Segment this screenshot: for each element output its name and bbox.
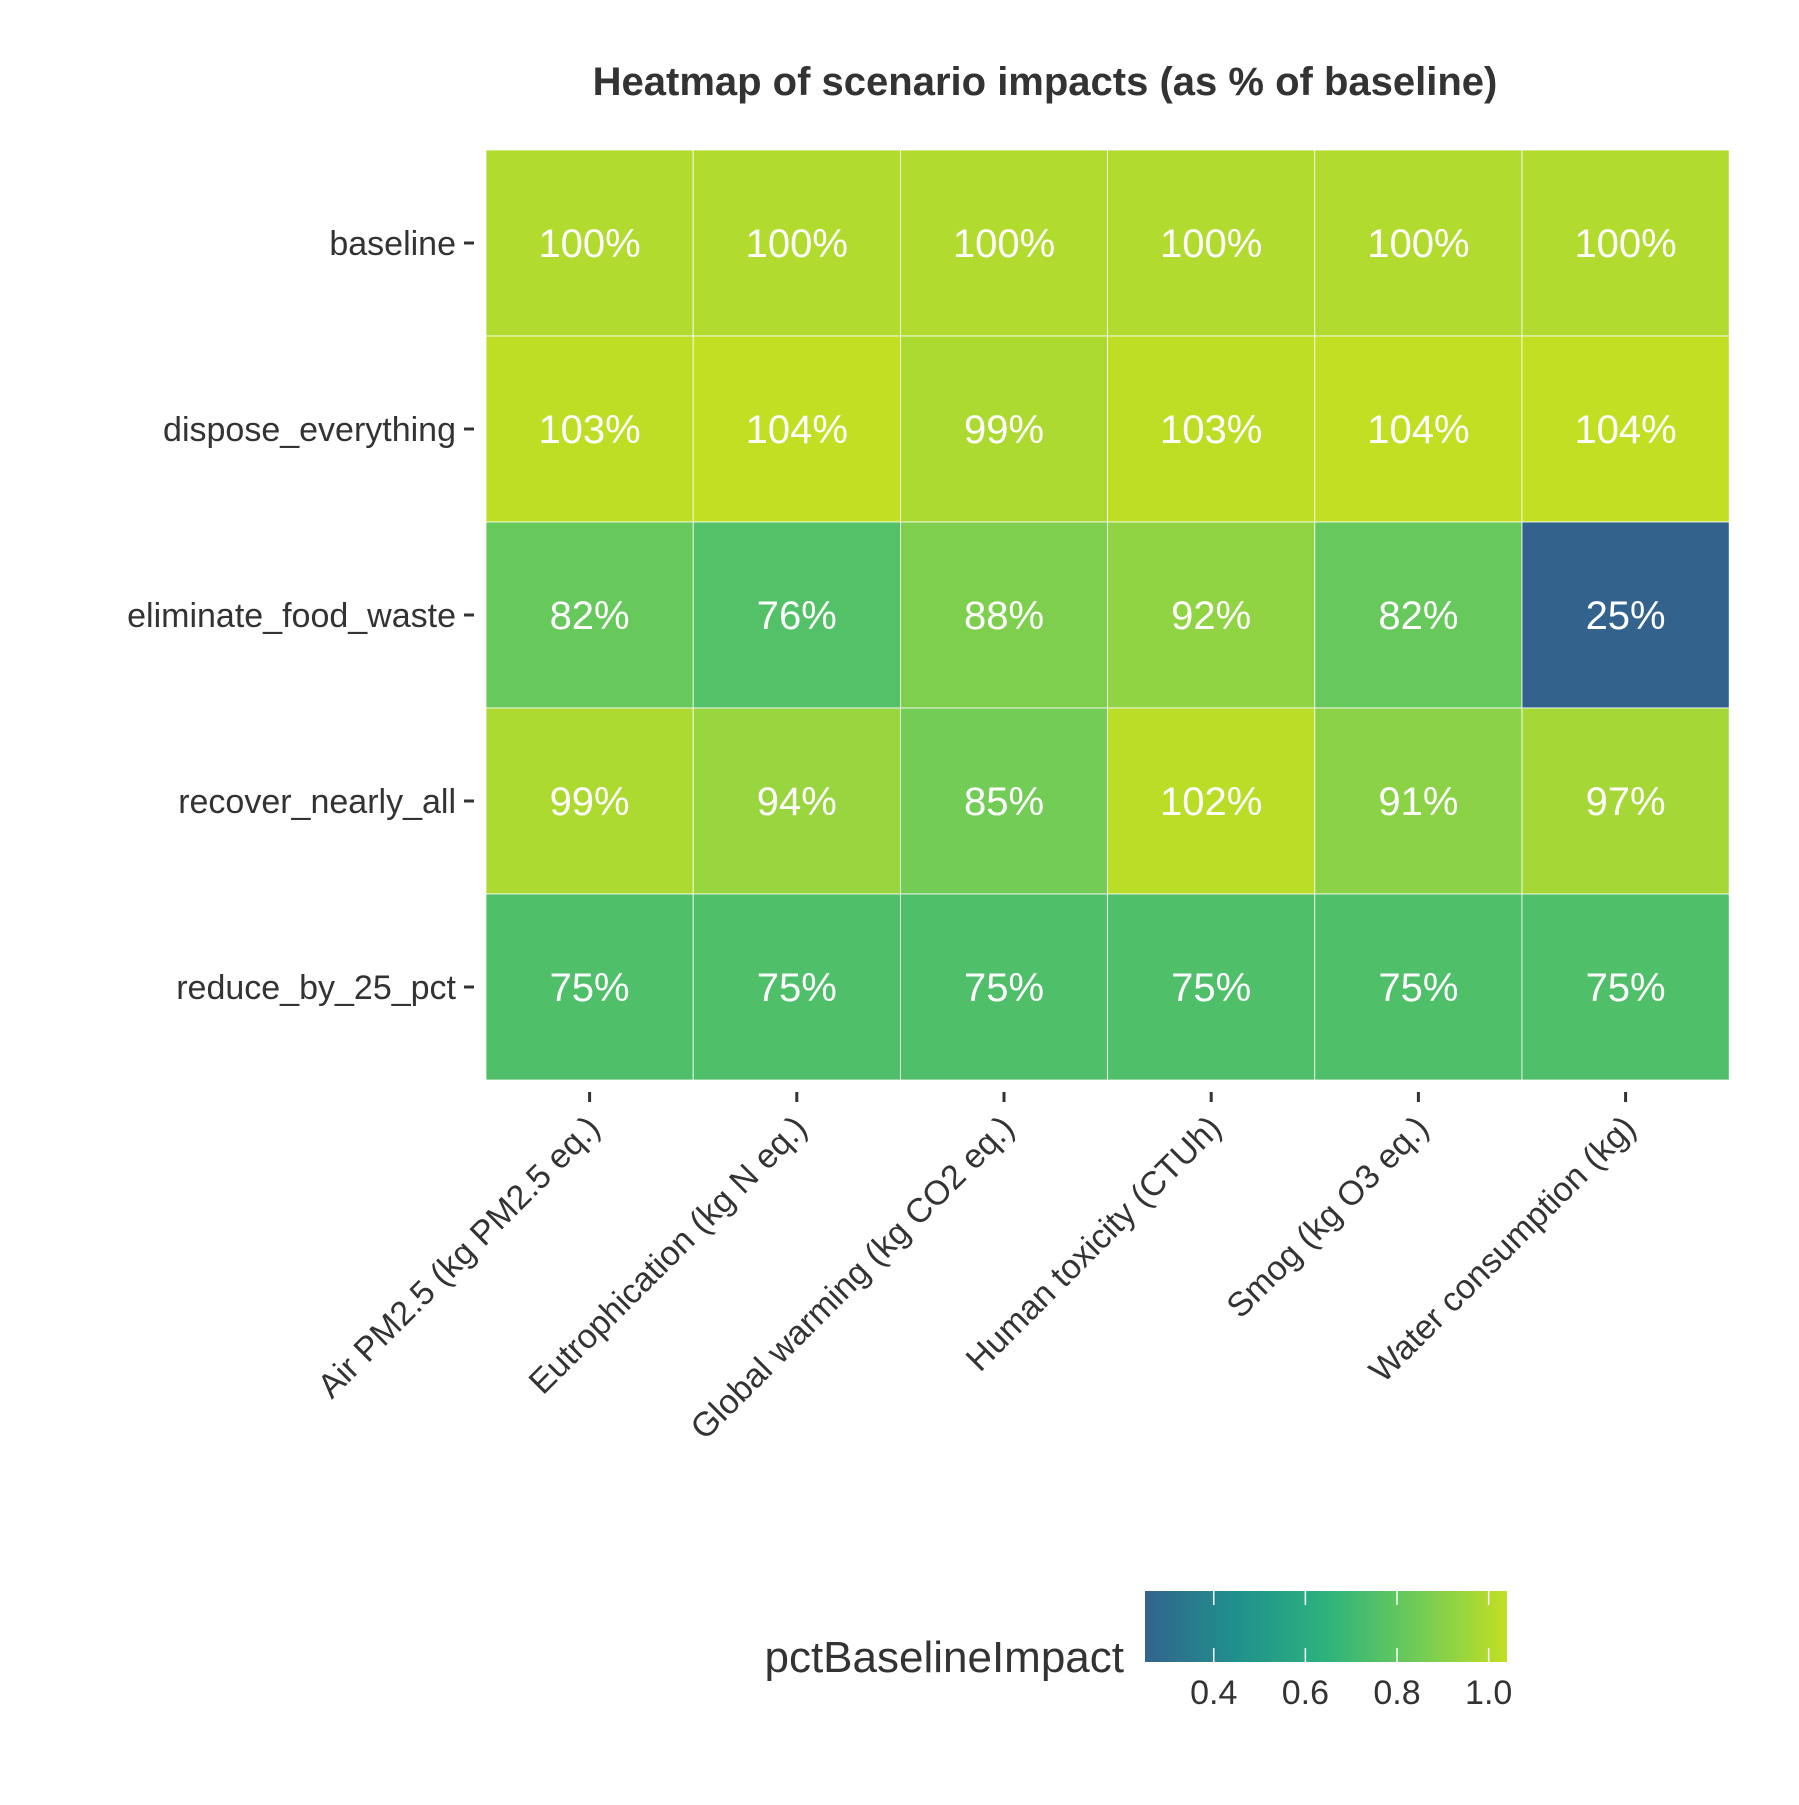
- cell-label: 99%: [550, 780, 630, 824]
- heatmap-cell: [1107, 149, 1316, 337]
- cell-label: 100%: [1574, 222, 1676, 266]
- heatmap-cell: [485, 707, 694, 895]
- y-tick-label: recover_nearly_all: [178, 783, 456, 821]
- legend-ticks: 0.4 0.6 0.8 1.0: [1190, 1591, 1512, 1712]
- cell-label: 102%: [1160, 780, 1262, 824]
- heatmap-cell: [485, 149, 694, 337]
- heatmap-cell: [1107, 521, 1316, 709]
- cell-label: 100%: [953, 222, 1055, 266]
- legend-colorbar: [1145, 1591, 1507, 1662]
- heatmap-cell: [900, 521, 1109, 709]
- color-legend: pctBaselineImpact 0.4 0.6 0.8 1.0: [764, 1591, 1512, 1712]
- cell-label: 75%: [1171, 966, 1251, 1010]
- cell-label: 82%: [1378, 594, 1458, 638]
- cell-label: 88%: [964, 594, 1044, 638]
- heatmap-cell: [692, 707, 901, 895]
- legend-tick-label: 0.6: [1282, 1674, 1329, 1712]
- cell-label: 94%: [757, 780, 837, 824]
- heatmap-cell: [692, 521, 901, 709]
- heatmap-cell: [1314, 893, 1523, 1081]
- x-tick-label: Smog (kg O3 eq.): [1219, 1109, 1436, 1326]
- heatmap-cell: [1521, 521, 1730, 709]
- heatmap-cell: [1521, 707, 1730, 895]
- heatmap-cells: [485, 149, 1730, 1081]
- cell-label: 76%: [757, 594, 837, 638]
- y-tick-label: reduce_by_25_pct: [176, 969, 456, 1007]
- heatmap-cell: [485, 521, 694, 709]
- cell-label: 100%: [538, 222, 640, 266]
- y-tick-label: baseline: [329, 225, 456, 263]
- legend-tick-label: 0.8: [1373, 1674, 1420, 1712]
- heatmap-cell: [1314, 521, 1523, 709]
- cell-label: 100%: [1367, 222, 1469, 266]
- legend-tick-label: 1.0: [1465, 1674, 1512, 1712]
- legend-title: pctBaselineImpact: [764, 1633, 1124, 1682]
- cell-label: 104%: [746, 408, 848, 452]
- cell-label: 75%: [757, 966, 837, 1010]
- heatmap-cell: [1314, 149, 1523, 337]
- heatmap-cell: [1521, 335, 1730, 523]
- heatmap-cell: [692, 335, 901, 523]
- cell-label: 99%: [964, 408, 1044, 452]
- cell-label: 82%: [550, 594, 630, 638]
- cell-label: 75%: [1378, 966, 1458, 1010]
- cell-label: 75%: [964, 966, 1044, 1010]
- heatmap-cell: [485, 893, 694, 1081]
- cell-label: 92%: [1171, 594, 1251, 638]
- heatmap-cell: [692, 893, 901, 1081]
- y-tick-label: dispose_everything: [163, 411, 456, 449]
- cell-label: 103%: [538, 408, 640, 452]
- y-tick-label: eliminate_food_waste: [127, 597, 456, 635]
- heatmap-cell-labels: 100% 100% 100% 100% 100% 100% 103% 104% 99% 103% 1…: [538, 222, 1676, 1010]
- cell-label: 100%: [1160, 222, 1262, 266]
- heatmap-cell: [900, 707, 1109, 895]
- x-axis: Air PM2.5 (kg PM2.5 eq.)Eutrophication (…: [310, 1092, 1643, 1447]
- heatmap-cell: [900, 893, 1109, 1081]
- heatmap-cell: [1521, 149, 1730, 337]
- cell-label: 75%: [1586, 966, 1666, 1010]
- heatmap-cell: [1521, 893, 1730, 1081]
- cell-label: 25%: [1586, 594, 1666, 638]
- heatmap-cell: [1107, 893, 1316, 1081]
- cell-label: 97%: [1586, 780, 1666, 824]
- cell-label: 75%: [550, 966, 630, 1010]
- cell-label: 100%: [746, 222, 848, 266]
- cell-label: 104%: [1574, 408, 1676, 452]
- cell-label: 91%: [1378, 780, 1458, 824]
- cell-label: 104%: [1367, 408, 1469, 452]
- legend-tick-label: 0.4: [1190, 1674, 1237, 1712]
- x-tick-label: Global warming (kg CO2 eq.): [683, 1109, 1021, 1447]
- cell-label: 103%: [1160, 408, 1262, 452]
- heatmap-cell: [1107, 335, 1316, 523]
- heatmap-cell: [1314, 707, 1523, 895]
- cell-label: 85%: [964, 780, 1044, 824]
- heatmap-cell: [692, 149, 901, 337]
- heatmap-cell: [1107, 707, 1316, 895]
- heatmap-cell: [900, 149, 1109, 337]
- heatmap-cell: [485, 335, 694, 523]
- chart-title: Heatmap of scenario impacts (as % of bas…: [593, 60, 1498, 104]
- y-axis: baseline dispose_everything eliminate_food…: [127, 225, 474, 1007]
